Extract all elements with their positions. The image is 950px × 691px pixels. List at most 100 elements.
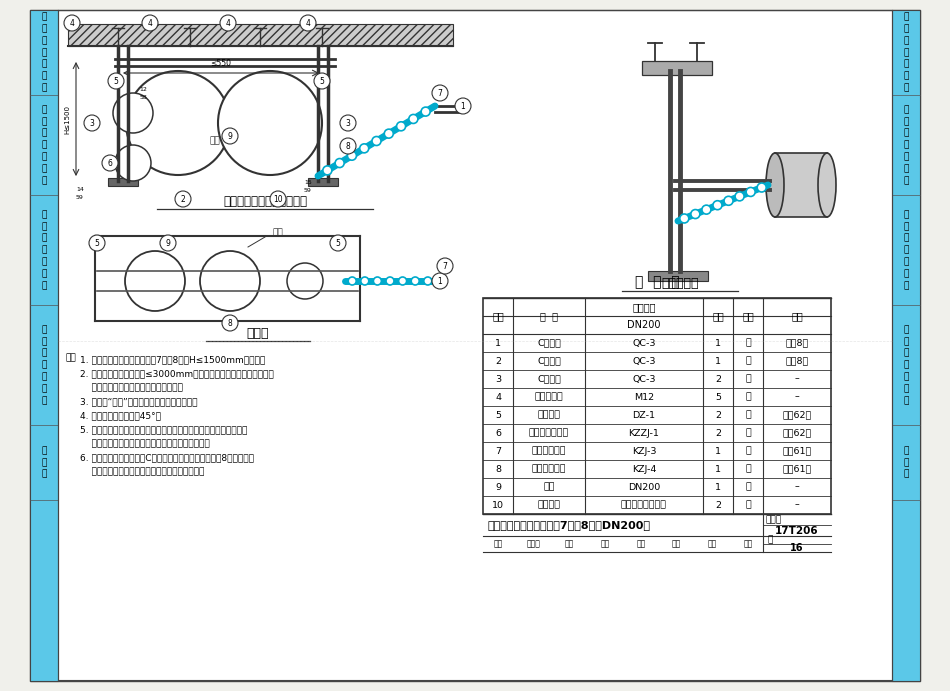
Text: 风
管
抗
震
支
吸
架: 风 管 抗 震 支 吸 架 bbox=[41, 105, 47, 185]
Circle shape bbox=[455, 98, 471, 114]
Circle shape bbox=[724, 196, 733, 205]
Circle shape bbox=[108, 73, 124, 89]
Text: 1: 1 bbox=[438, 276, 443, 285]
Circle shape bbox=[432, 85, 448, 101]
Text: 5: 5 bbox=[715, 392, 721, 401]
Text: 单管侧向抗震支吸架正视图: 单管侧向抗震支吸架正视图 bbox=[223, 194, 307, 207]
Text: 10: 10 bbox=[492, 500, 504, 509]
Text: M12: M12 bbox=[634, 392, 654, 401]
Text: 4: 4 bbox=[225, 19, 231, 28]
Ellipse shape bbox=[766, 153, 784, 217]
Circle shape bbox=[218, 71, 322, 175]
Text: 俧视图: 俧视图 bbox=[247, 327, 269, 339]
Text: QC-3: QC-3 bbox=[633, 357, 656, 366]
Text: 5. 当工程设计中所选用的材料与本图集总说明不一致时，应按采用的: 5. 当工程设计中所选用的材料与本图集总说明不一致时，应按采用的 bbox=[80, 425, 247, 434]
Text: 套: 套 bbox=[745, 446, 751, 455]
Text: 7: 7 bbox=[438, 88, 443, 97]
Text: 综
合
抗
震
支
吸
架: 综 合 抗 震 支 吸 架 bbox=[903, 325, 909, 405]
Circle shape bbox=[160, 235, 176, 251]
Text: 2: 2 bbox=[715, 428, 721, 437]
Text: 审核: 审核 bbox=[493, 540, 503, 549]
Text: 5: 5 bbox=[319, 77, 325, 86]
Circle shape bbox=[361, 277, 369, 285]
Text: 套: 套 bbox=[745, 410, 751, 419]
Circle shape bbox=[373, 277, 381, 285]
Text: 3: 3 bbox=[346, 118, 351, 128]
Text: 1: 1 bbox=[715, 464, 721, 473]
Text: 14: 14 bbox=[76, 187, 84, 191]
Circle shape bbox=[340, 115, 356, 131]
Text: DZ-1: DZ-1 bbox=[633, 410, 656, 419]
Text: 套: 套 bbox=[745, 428, 751, 437]
Text: 58: 58 bbox=[439, 95, 446, 100]
Text: 58: 58 bbox=[139, 95, 147, 100]
Text: KZZJ-1: KZZJ-1 bbox=[629, 428, 659, 437]
Text: 8: 8 bbox=[346, 142, 351, 151]
Circle shape bbox=[691, 209, 700, 218]
Text: 槽锂底座: 槽锂底座 bbox=[538, 410, 560, 419]
Bar bbox=[68, 24, 453, 46]
Text: 8: 8 bbox=[495, 464, 501, 473]
Text: 5: 5 bbox=[495, 410, 501, 419]
Text: 槽锂端盖: 槽锂端盖 bbox=[538, 500, 560, 509]
Circle shape bbox=[175, 191, 191, 207]
Text: 9: 9 bbox=[165, 238, 170, 247]
Text: 套: 套 bbox=[745, 392, 751, 401]
Text: 制品: 制品 bbox=[743, 540, 752, 549]
Text: 根据槽锂规格确定: 根据槽锂规格确定 bbox=[621, 500, 667, 509]
Text: QC-3: QC-3 bbox=[633, 339, 656, 348]
Text: QC-3: QC-3 bbox=[633, 375, 656, 384]
Circle shape bbox=[125, 251, 185, 311]
Text: 套: 套 bbox=[745, 464, 751, 473]
Circle shape bbox=[200, 251, 260, 311]
Text: 注：: 注： bbox=[65, 353, 76, 362]
Text: 7: 7 bbox=[443, 261, 447, 270]
Text: 名  称: 名 称 bbox=[540, 311, 558, 321]
Circle shape bbox=[411, 277, 419, 285]
Bar bbox=[772, 153, 827, 217]
Text: KZJ-3: KZJ-3 bbox=[632, 446, 656, 455]
Text: 8: 8 bbox=[228, 319, 233, 328]
Circle shape bbox=[220, 15, 236, 31]
Text: –: – bbox=[794, 375, 799, 384]
Circle shape bbox=[712, 200, 722, 209]
Text: 6: 6 bbox=[107, 158, 112, 167]
Text: 图集号: 图集号 bbox=[765, 515, 781, 524]
Circle shape bbox=[287, 263, 323, 299]
Text: 中中: 中中 bbox=[636, 540, 645, 549]
Text: 9: 9 bbox=[495, 482, 501, 491]
Circle shape bbox=[386, 277, 394, 285]
Text: 4: 4 bbox=[495, 392, 501, 401]
Text: 见第8页: 见第8页 bbox=[786, 357, 808, 366]
Text: 参数不一致时，应按实际参数校核后方可使用。: 参数不一致时，应按实际参数校核后方可使用。 bbox=[80, 467, 204, 476]
Circle shape bbox=[64, 15, 80, 31]
Circle shape bbox=[757, 183, 767, 192]
Text: 5: 5 bbox=[95, 238, 100, 247]
Circle shape bbox=[432, 273, 448, 289]
Text: 姚风庆: 姚风庆 bbox=[527, 540, 541, 549]
Bar bbox=[308, 178, 338, 186]
Text: 材料校核杆件、连接件的强度和刚度后方可使用。: 材料校核杆件、连接件的强度和刚度后方可使用。 bbox=[80, 439, 210, 448]
Text: 见第62页: 见第62页 bbox=[783, 428, 811, 437]
Text: 见第62页: 见第62页 bbox=[783, 410, 811, 419]
Text: 4. 抗震斜撑安装角度为45°。: 4. 抗震斜撑安装角度为45°。 bbox=[80, 411, 161, 420]
Circle shape bbox=[270, 191, 286, 207]
Text: DN200: DN200 bbox=[627, 320, 661, 330]
Text: 1: 1 bbox=[715, 339, 721, 348]
Circle shape bbox=[680, 214, 689, 223]
Text: 备注: 备注 bbox=[791, 311, 803, 321]
Text: 1: 1 bbox=[715, 482, 721, 491]
Circle shape bbox=[437, 258, 453, 274]
Ellipse shape bbox=[818, 153, 836, 217]
Circle shape bbox=[222, 128, 238, 144]
Text: 节
点
图: 节 点 图 bbox=[903, 446, 909, 479]
Text: 2: 2 bbox=[715, 375, 721, 384]
Text: 节
点
图: 节 点 图 bbox=[41, 446, 47, 479]
Text: 件: 件 bbox=[745, 357, 751, 366]
Text: 3: 3 bbox=[495, 375, 501, 384]
Circle shape bbox=[746, 187, 755, 196]
Text: 三维示意图: 三维示意图 bbox=[661, 276, 699, 290]
Circle shape bbox=[349, 277, 356, 285]
Circle shape bbox=[408, 115, 418, 124]
Text: 6: 6 bbox=[495, 428, 501, 437]
